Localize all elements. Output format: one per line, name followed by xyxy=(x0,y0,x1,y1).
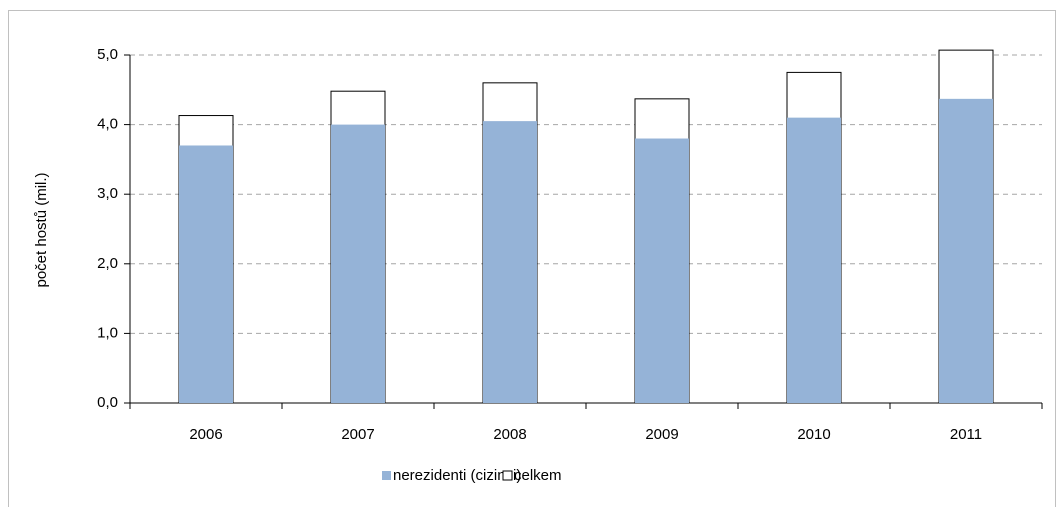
bar xyxy=(179,145,233,404)
bar xyxy=(787,117,841,403)
bar xyxy=(635,138,689,403)
bar xyxy=(939,98,993,404)
y-tick-label: 2,0 xyxy=(97,255,118,272)
bar xyxy=(483,121,537,404)
x-tick-label: 2007 xyxy=(341,426,374,443)
legend-label: celkem xyxy=(514,467,562,484)
x-tick-label: 2011 xyxy=(950,426,982,443)
y-tick-label: 4,0 xyxy=(97,116,118,133)
bar xyxy=(331,124,385,403)
x-tick-label: 2009 xyxy=(645,426,678,443)
y-tick-label: 3,0 xyxy=(97,185,118,202)
x-tick-label: 2008 xyxy=(493,426,526,443)
y-tick-label: 1,0 xyxy=(97,324,118,341)
y-axis-label: počet hostů (mil.) xyxy=(33,172,50,287)
legend-swatch xyxy=(382,471,391,480)
chart-frame xyxy=(8,10,1056,507)
legend-swatch xyxy=(502,470,513,481)
y-tick-label: 5,0 xyxy=(97,46,118,63)
x-tick-label: 2006 xyxy=(189,426,222,443)
legend-label: nerezidenti (cizinci) xyxy=(393,467,521,484)
y-tick-label: 0,0 xyxy=(97,394,118,411)
x-tick-label: 2010 xyxy=(797,426,830,443)
